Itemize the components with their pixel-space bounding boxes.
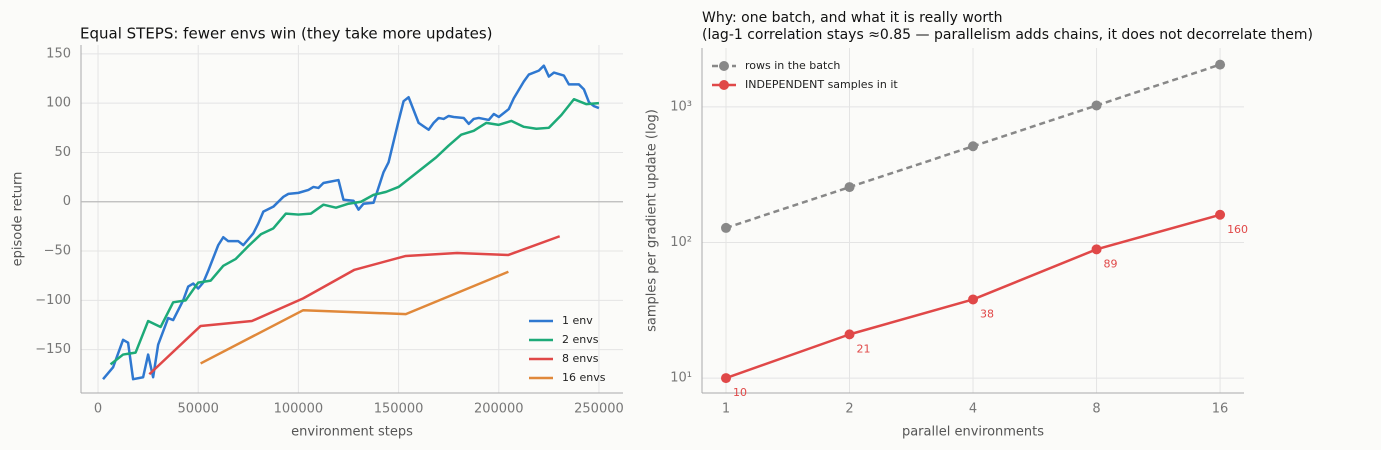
y-tick-label: 100 — [46, 96, 71, 111]
y-tick-label: 150 — [46, 46, 71, 61]
point-marker — [1215, 209, 1226, 220]
data-label: 89 — [1104, 257, 1118, 270]
data-label: 10 — [733, 386, 747, 399]
point-marker — [720, 222, 731, 233]
legend-label: INDEPENDENT samples in it — [745, 78, 898, 91]
series-line — [200, 270, 509, 365]
x-tick-label: 200000 — [474, 402, 524, 417]
y-axis-label: episode return — [11, 172, 26, 267]
y-tick-label: 10³ — [670, 99, 692, 114]
x-tick-label: 0 — [94, 402, 102, 417]
legend-label: 16 envs — [562, 371, 606, 384]
x-tick-label: 50000 — [178, 402, 219, 417]
y-axis-label: samples per gradient update (log) — [645, 109, 660, 332]
legend-label: 2 envs — [562, 333, 599, 346]
x-tick-label: 250000 — [574, 402, 624, 417]
legend-marker — [719, 61, 729, 71]
point-marker — [968, 294, 979, 305]
y-tick-label: −50 — [44, 244, 71, 259]
chart-title: (lag-1 correlation stays ≈0.85 — paralle… — [702, 27, 1313, 43]
legend-label: rows in the batch — [745, 59, 840, 72]
point-marker — [1091, 244, 1102, 255]
x-tick-label: 150000 — [374, 402, 424, 417]
legend-marker — [719, 80, 729, 90]
y-tick-label: −100 — [35, 293, 71, 308]
point-marker — [1091, 100, 1102, 111]
series-line — [102, 64, 600, 381]
x-tick-label: 100000 — [274, 402, 324, 417]
x-tick-label: 8 — [1092, 402, 1100, 417]
chart-title: Equal STEPS: fewer envs win (they take m… — [80, 25, 493, 43]
legend-label: 1 env — [562, 314, 593, 327]
data-label: 160 — [1227, 223, 1248, 236]
y-tick-label: 0 — [63, 194, 71, 209]
point-marker — [1215, 59, 1226, 70]
legend-label: 8 envs — [562, 352, 599, 365]
x-tick-label: 4 — [969, 402, 977, 417]
x-axis-label: parallel environments — [902, 425, 1044, 440]
series-line — [148, 235, 561, 376]
point-marker — [968, 141, 979, 152]
data-label: 38 — [980, 307, 994, 320]
point-marker — [844, 182, 855, 193]
point-marker — [844, 329, 855, 340]
x-tick-label: 2 — [845, 402, 853, 417]
chart-title: Why: one batch, and what it is really wo… — [702, 10, 1002, 26]
x-tick-label: 1 — [722, 402, 730, 417]
y-tick-label: 50 — [54, 145, 71, 160]
x-axis-label: environment steps — [291, 425, 413, 440]
data-label: 21 — [857, 342, 871, 355]
series-line — [109, 97, 600, 366]
y-tick-label: −150 — [35, 342, 71, 357]
point-marker — [720, 373, 731, 384]
y-tick-label: 10¹ — [670, 371, 692, 386]
y-tick-label: 10² — [670, 235, 692, 250]
x-tick-label: 16 — [1212, 402, 1229, 417]
